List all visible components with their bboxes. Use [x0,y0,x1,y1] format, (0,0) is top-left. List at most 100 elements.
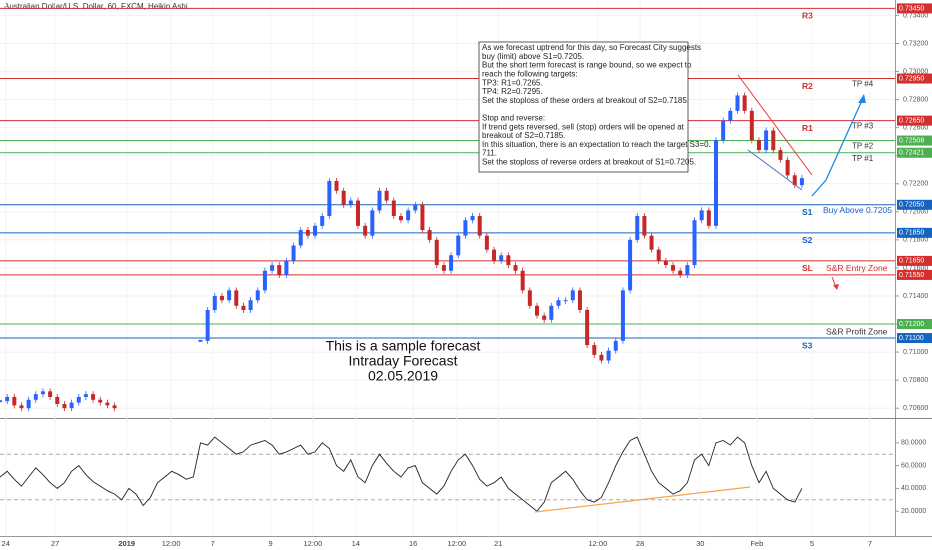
forecast-line: Set the stoploss of these orders at brea… [482,96,689,105]
caption-line: This is a sample forecast [326,338,481,354]
candle-body [714,140,718,226]
forecast-line: In this situation, there is an expectati… [482,140,711,149]
candle-body [678,270,683,275]
level-name: R1 [802,123,813,133]
rsi-tick-label: 80.0000 [901,440,926,447]
candle-body [327,180,332,217]
candle-body [764,130,769,151]
level-price-box [897,3,932,14]
candle-body [470,216,475,221]
candle-body [363,225,368,236]
candle-body [513,265,518,271]
x-tick-label: 16 [409,539,417,548]
candle-body [320,216,325,226]
rsi-trend-line [534,486,751,513]
target-label: TP #4 [852,80,874,89]
y-tick-label: 0.73400 [903,12,928,19]
candle-body [792,175,797,186]
candle-body [334,180,339,191]
x-tick-label: 5 [810,539,814,548]
forecast-box-frame [478,41,689,173]
level-price-label: 0.72650 [899,117,924,124]
level-price-label: 0.71650 [899,258,924,265]
x-tick-label: 28 [636,539,644,548]
level-price-box [897,333,932,344]
level-price-box [897,115,932,126]
candle-body [799,178,804,186]
arrow-head [833,284,839,290]
forecast-line: 711. [482,149,497,158]
candle-body [556,300,561,306]
candle-body [370,210,375,236]
candle-body [492,249,497,261]
x-tick-label: 24 [2,539,10,548]
forecast-line: buy (limit) above S1=0.7205. [482,52,584,61]
candle-body [91,394,96,400]
candle-body [62,403,67,409]
candle-body [771,130,776,151]
candle-body [40,391,45,395]
level-price-box [897,269,932,280]
candle-body [535,305,539,316]
candle-body [527,290,532,306]
level-price-label: 0.71100 [899,335,924,342]
level-note: S&R Entry Zone [826,263,888,273]
candle-body [406,210,411,221]
x-tick-label: 12:00 [588,539,607,548]
candle-body [255,290,260,301]
level-price-label: 0.72950 [899,75,924,82]
level-price-label: 0.73450 [899,5,924,12]
level-name: S1 [802,207,813,217]
candle-body [721,120,726,141]
candle-body [742,95,747,111]
x-tick-label: 27 [51,539,59,548]
candle-body [248,300,253,310]
forecast-line: Stop and reverse: [482,114,545,123]
target-label: TP #1 [852,154,874,163]
x-tick-label: 7 [868,539,872,548]
candle-body [69,402,74,409]
y-tick-label: 0.73200 [903,40,928,47]
candle-body [635,216,640,240]
rsi-pane: 20.0000 40.0000 60.0000 80.0000 [0,436,926,515]
y-tick-label: 0.71400 [903,293,928,300]
candle-body [262,270,267,291]
y-tick-label: 0.72800 [903,96,928,103]
x-tick-label: 30 [696,539,704,548]
candle-body [520,270,525,291]
x-tick-label: Feb [750,539,763,548]
level-price-box [897,255,932,266]
candle-body [656,249,661,261]
rsi-tick-label: 20.0000 [901,508,926,515]
level-price-box [897,199,932,210]
candle-body [756,140,761,151]
candle-body [420,204,425,231]
y-tick-label: 0.71800 [903,237,928,244]
candle-body [663,260,668,266]
forecast-line: But the short term forecast is range bou… [482,61,692,70]
y-tick-label: 0.70600 [903,405,928,412]
x-tick-label: 7 [211,539,215,548]
candle-body [484,235,489,250]
level-price-label: 0.71850 [899,230,924,237]
candle-body [5,396,10,402]
candle-body [749,110,754,141]
arrow-head [858,94,866,103]
candle-body [456,235,461,256]
levels: 0.73450 R3 0.72950 R2 TP #4 0.72650 R1 TP #3 0.7… [0,3,932,350]
candle-body [384,190,389,201]
candle-body [0,400,2,403]
forecast-arrow [811,95,865,197]
x-tick-label: 2019 [118,539,135,548]
y-tick-label: 0.72000 [903,209,928,216]
level-name: SL [802,263,813,273]
level-name: S3 [802,340,813,350]
chart-title: Australian Dollar/U.S. Dollar, 60, FXCM,… [4,2,188,11]
candle-body [506,255,511,266]
candle-body [198,339,203,342]
candle-body [649,235,654,250]
candle-body [277,265,282,275]
candle-body [628,239,633,291]
